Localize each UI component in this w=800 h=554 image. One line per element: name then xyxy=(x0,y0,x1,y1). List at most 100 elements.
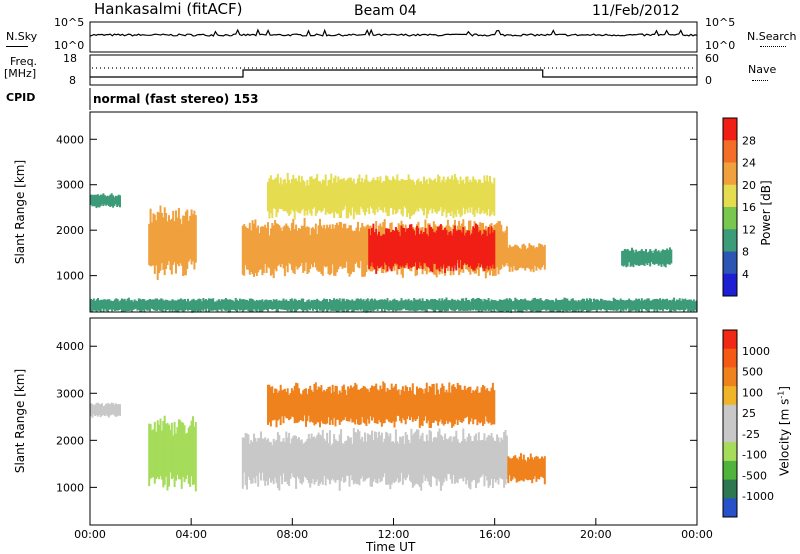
data-cell xyxy=(307,227,310,273)
data-cell xyxy=(389,232,392,269)
data-cell xyxy=(452,299,455,311)
data-cell xyxy=(290,222,293,271)
data-cell xyxy=(165,213,168,269)
data-cell xyxy=(118,301,121,310)
data-cell xyxy=(241,437,244,489)
data-cell xyxy=(564,298,567,312)
data-cell xyxy=(165,299,168,311)
data-cell xyxy=(442,229,445,265)
data-cell xyxy=(386,298,389,311)
data-cell xyxy=(116,299,119,311)
data-cell xyxy=(104,299,107,310)
data-cell xyxy=(334,439,337,483)
data-cell xyxy=(179,298,182,310)
data-cell xyxy=(444,433,447,479)
data-cell xyxy=(181,299,184,312)
data-cell xyxy=(380,183,383,211)
data-cell xyxy=(383,438,386,474)
data-cell xyxy=(500,224,503,269)
data-cell xyxy=(137,298,140,310)
data-cell xyxy=(404,385,407,425)
data-cell xyxy=(445,230,448,269)
data-cell xyxy=(410,390,413,418)
data-cell xyxy=(307,433,310,484)
data-cell xyxy=(659,298,662,311)
data-cell xyxy=(484,299,487,311)
data-cell xyxy=(584,301,587,310)
data-cell xyxy=(462,298,465,311)
nave-legend-line xyxy=(752,80,768,81)
data-cell xyxy=(515,298,518,310)
data-cell xyxy=(414,431,417,485)
data-cell xyxy=(493,300,496,312)
data-cell xyxy=(427,184,430,214)
nsky-tick-high: 10^5 xyxy=(54,16,85,29)
data-cell xyxy=(372,386,375,418)
data-cell xyxy=(166,422,169,491)
data-cell xyxy=(416,299,418,311)
data-cell xyxy=(692,299,695,312)
data-cell xyxy=(313,384,316,426)
data-cell xyxy=(348,437,351,487)
data-cell xyxy=(175,300,178,312)
data-cell xyxy=(441,436,444,486)
data-cell xyxy=(323,180,326,208)
data-cell xyxy=(385,431,388,485)
data-cell xyxy=(569,300,572,311)
data-cell xyxy=(520,249,522,268)
data-cell xyxy=(253,223,255,277)
data-cell xyxy=(458,384,461,420)
power-colorbar-tick-label: 4 xyxy=(742,268,749,281)
x-tick-label: 00:00 xyxy=(681,528,713,541)
data-cell xyxy=(379,235,382,268)
data-cell xyxy=(156,211,159,280)
data-cell xyxy=(286,300,289,312)
data-cell xyxy=(335,440,338,481)
data-cell xyxy=(445,389,448,421)
data-cell xyxy=(563,297,566,311)
x-tick-label: 16:00 xyxy=(479,528,511,541)
data-cell xyxy=(187,298,189,311)
data-cell xyxy=(393,230,396,264)
data-cell xyxy=(244,432,247,486)
data-cell xyxy=(666,248,669,264)
data-cell xyxy=(292,436,295,477)
data-cell xyxy=(546,299,549,310)
data-cell xyxy=(487,181,490,210)
data-cell xyxy=(320,435,323,482)
data-cell xyxy=(366,298,369,312)
data-cell xyxy=(314,300,317,310)
data-cell xyxy=(432,179,435,209)
data-cell xyxy=(347,435,350,476)
data-cell xyxy=(549,300,552,312)
data-cell xyxy=(283,225,286,277)
data-cell xyxy=(438,226,441,272)
data-cell xyxy=(369,435,372,487)
data-cell xyxy=(310,299,313,309)
data-cell xyxy=(493,177,496,216)
data-cell xyxy=(95,299,98,313)
data-cell xyxy=(358,431,361,486)
data-cell xyxy=(371,430,373,487)
data-cell xyxy=(168,424,170,487)
data-cell xyxy=(371,385,373,421)
data-cell xyxy=(330,173,333,214)
data-cell xyxy=(466,176,469,213)
data-cell xyxy=(399,236,402,266)
data-cell xyxy=(309,301,312,311)
data-cell xyxy=(468,182,470,208)
data-cell xyxy=(459,443,462,479)
data-cell xyxy=(463,385,466,419)
data-cell xyxy=(431,229,434,273)
data-cell xyxy=(295,382,298,423)
data-cell xyxy=(177,419,180,480)
data-cell xyxy=(414,235,417,263)
data-cell xyxy=(290,179,293,210)
data-cell xyxy=(101,403,103,416)
data-cell xyxy=(527,247,529,268)
data-cell xyxy=(180,422,183,489)
data-cell xyxy=(283,300,286,310)
data-cell xyxy=(380,299,383,312)
data-cell xyxy=(316,298,319,312)
data-cell xyxy=(602,300,605,310)
